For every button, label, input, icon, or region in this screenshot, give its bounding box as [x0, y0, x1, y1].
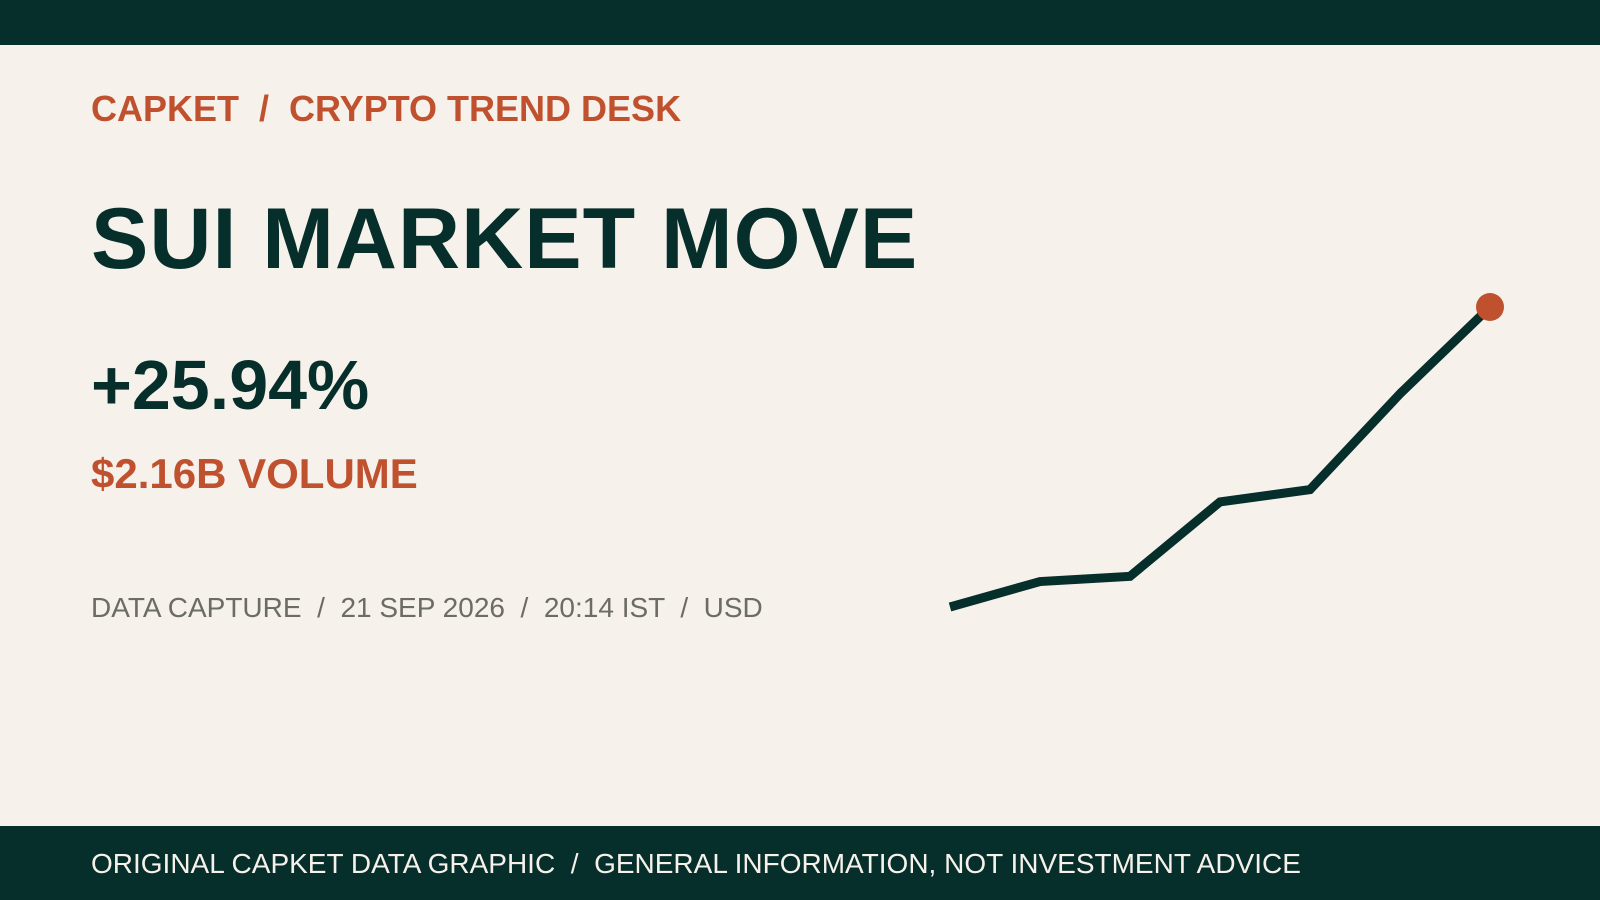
- last-point: [1476, 293, 1504, 321]
- footer-bar: [0, 826, 1600, 900]
- trend-line: [948, 303, 1494, 612]
- kicker: CAPKET / CRYPTO TREND DESK: [91, 88, 682, 129]
- title: SUI MARKET MOVE: [91, 191, 919, 287]
- top-bar: [0, 0, 1600, 45]
- footer: ORIGINAL CAPKET DATA GRAPHIC / GENERAL I…: [91, 848, 1301, 879]
- meta: DATA CAPTURE / 21 SEP 2026 / 20:14 IST /…: [91, 592, 763, 623]
- change: +25.94%: [91, 346, 370, 424]
- volume: $2.16B VOLUME: [91, 450, 418, 497]
